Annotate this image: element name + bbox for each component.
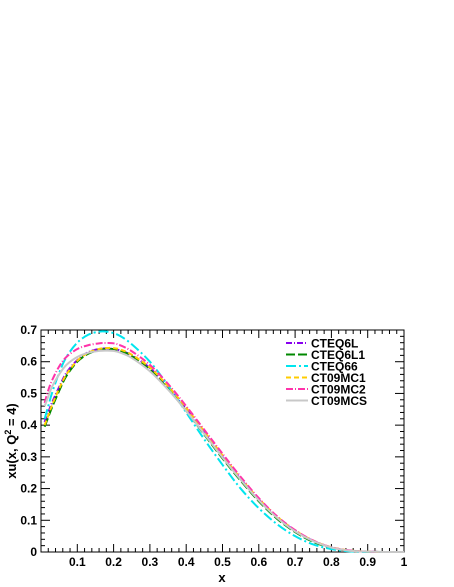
y-tick-label: 0.1 (20, 513, 37, 527)
axis-ticks (41, 329, 405, 552)
x-tick-label: 0.4 (178, 555, 195, 569)
x-tick-label: 0.5 (214, 555, 231, 569)
legend-label: CT09MC2 (311, 383, 366, 397)
y-tick-label: 0.3 (20, 450, 37, 464)
legend-label: CTEQ6L (311, 337, 358, 351)
y-tick-label: 0 (30, 545, 37, 559)
y-tick-label: 0.6 (20, 355, 37, 369)
x-tick-label: 0.2 (105, 555, 122, 569)
y-tick-label: 0.2 (20, 482, 37, 496)
series-line-ct09mc1 (43, 346, 405, 554)
y-tick-label: 0.7 (20, 323, 37, 337)
legend-label: CTEQ6L1 (311, 348, 365, 362)
y-axis-title-main: xu(x, Q (4, 435, 19, 479)
x-tick-label: 0.9 (359, 555, 376, 569)
x-tick-label: 0.8 (323, 555, 340, 569)
y-axis-title-tail: = 4) (4, 403, 19, 429)
y-tick-label: 0.5 (20, 386, 37, 400)
series-line-ct09mcs (43, 349, 405, 554)
legend-label: CT09MC1 (311, 371, 366, 385)
legend-label: CT09MCS (311, 394, 367, 408)
x-tick-labels: 0.1 0.2 0.3 0.4 0.5 0.6 0.7 0.8 0.9 1 (69, 555, 408, 569)
x-tick-label: 0.7 (287, 555, 304, 569)
x-axis-title: x (218, 570, 226, 585)
y-axis-title-sup: 2 (3, 430, 13, 435)
x-tick-label: 0.6 (250, 555, 267, 569)
x-tick-label: 1 (401, 555, 408, 569)
y-tick-labels: 0 0.1 0.2 0.3 0.4 0.5 0.6 0.7 (20, 323, 37, 559)
y-axis-title: xu(x, Q2 = 4) (3, 403, 19, 478)
y-tick-label: 0.4 (20, 418, 37, 432)
legend-label: CTEQ66 (311, 360, 358, 374)
x-tick-label: 0.1 (69, 555, 86, 569)
x-tick-label: 0.3 (142, 555, 159, 569)
series-lines (43, 330, 405, 554)
